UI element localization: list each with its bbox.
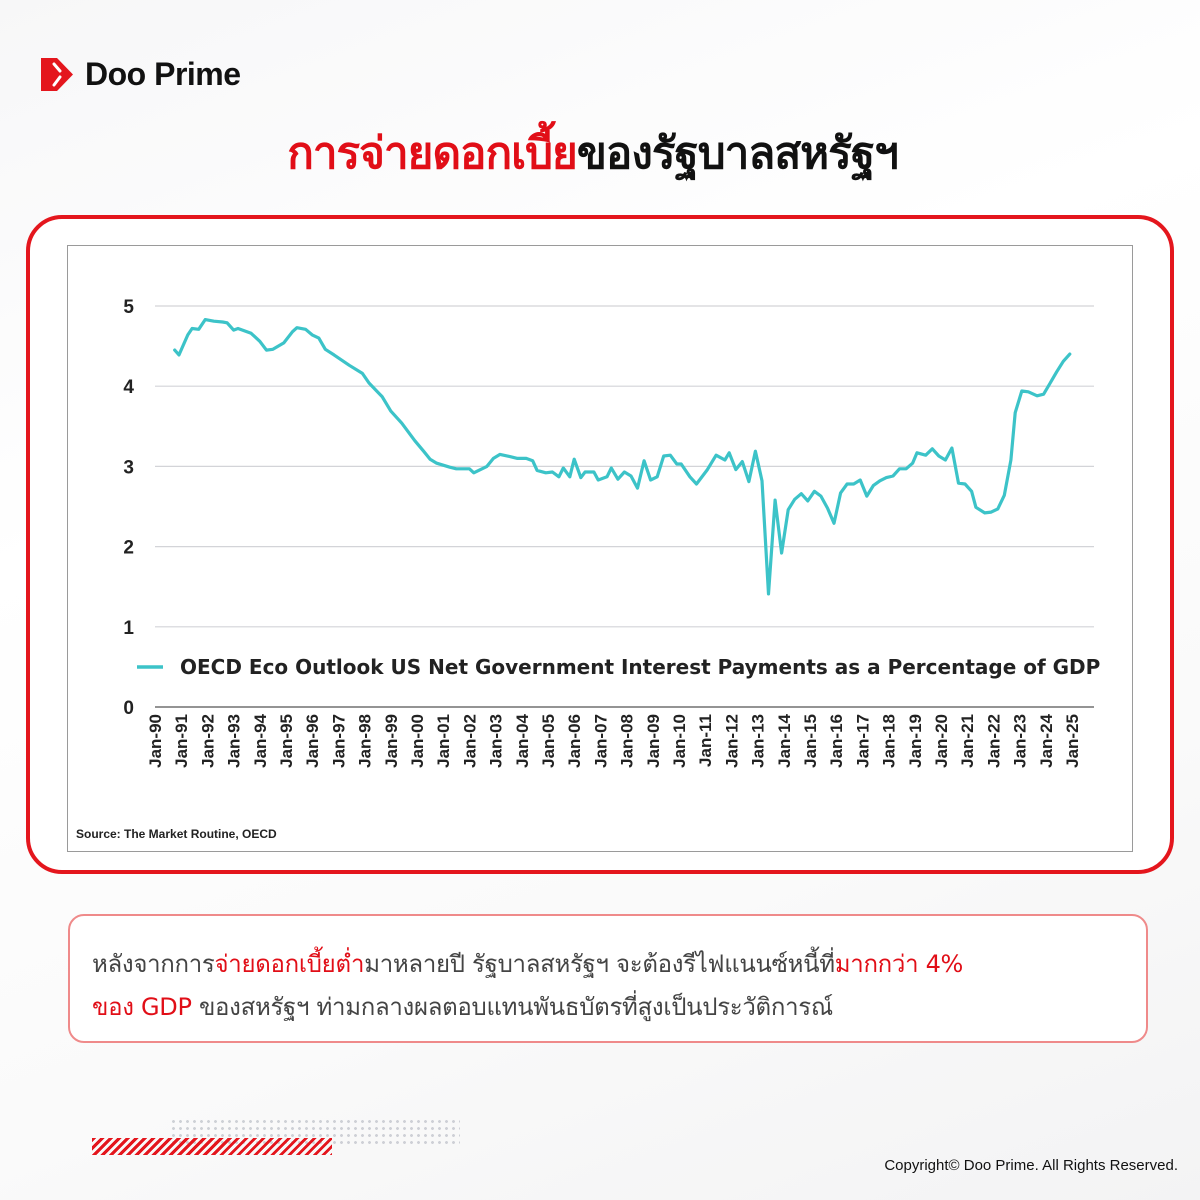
caption-highlight: มากกว่า 4% (834, 950, 964, 978)
y-tick-label: 3 (123, 457, 134, 478)
x-tick-label: Jan-22 (984, 714, 1003, 768)
x-tick-label: Jan-13 (749, 714, 768, 768)
legend-label: OECD Eco Outlook US Net Government Inter… (180, 655, 1100, 679)
x-tick-label: Jan-00 (408, 714, 427, 768)
x-tick-label: Jan-11 (696, 714, 715, 767)
x-tick-label: Jan-97 (329, 714, 348, 768)
x-tick-label: Jan-19 (906, 714, 925, 768)
x-tick-label: Jan-01 (434, 714, 453, 768)
x-tick-label: Jan-16 (827, 714, 846, 768)
x-tick-label: Jan-02 (460, 714, 479, 768)
x-tick-label: Jan-95 (277, 714, 296, 768)
x-tick-label: Jan-90 (146, 714, 165, 768)
doo-prime-logo-icon (41, 58, 73, 91)
caption-text: หลังจากการ (92, 950, 215, 978)
x-tick-label: Jan-15 (801, 714, 820, 768)
decorative-hatch-bar (92, 1138, 332, 1155)
x-tick-label: Jan-96 (303, 714, 322, 768)
x-tick-label: Jan-99 (382, 714, 401, 768)
brand-name: Doo Prime (85, 56, 241, 92)
y-tick-label: 5 (123, 297, 134, 318)
x-tick-label: Jan-20 (932, 714, 951, 768)
y-tick-label: 4 (123, 377, 134, 398)
x-tick-label: Jan-21 (958, 714, 977, 768)
x-tick-label: Jan-07 (591, 714, 610, 768)
x-tick-label: Jan-24 (1037, 713, 1056, 767)
chart-container (67, 245, 1133, 852)
x-tick-label: Jan-94 (251, 713, 270, 767)
page-title: การจ่ายดอกเบี้ยของรัฐบาลสหรัฐฯ (0, 118, 1185, 188)
x-tick-label: Jan-08 (618, 714, 637, 768)
caption-line-1: หลังจากการจ่ายดอกเบี้ยต่ำมาหลายปี รัฐบาล… (92, 944, 963, 983)
x-tick-label: Jan-12 (722, 714, 741, 768)
caption-text: มาหลายปี รัฐบาลสหรัฐฯ จะต้องรีไฟแนนซ์หนี… (364, 950, 835, 978)
chart-source: Source: The Market Routine, OECD (76, 827, 277, 841)
title-black-part: ของรัฐบาลสหรัฐฯ (576, 128, 899, 179)
y-tick-label: 2 (123, 538, 134, 559)
x-tick-label: Jan-93 (225, 714, 244, 768)
caption-highlight: จ่ายดอกเบี้ยต่ำ (214, 950, 365, 978)
x-tick-label: Jan-10 (670, 714, 689, 768)
caption-highlight: ของ GDP (92, 993, 192, 1021)
x-tick-label: Jan-04 (513, 713, 532, 767)
x-tick-label: Jan-05 (539, 714, 558, 768)
y-tick-label: 1 (123, 618, 134, 639)
x-tick-label: Jan-92 (198, 714, 217, 768)
line-chart: 0 1 2 3 4 5 Jan-90 Jan-91 Jan-92 Jan-93 Jan-94 Jan-… (123, 297, 1100, 768)
x-tick-label: Jan-18 (880, 714, 899, 768)
x-tick-label: Jan-14 (775, 713, 794, 767)
x-tick-label: Jan-23 (1011, 714, 1030, 768)
x-tick-label: Jan-03 (487, 714, 506, 768)
x-tick-label: Jan-98 (356, 714, 375, 768)
x-tick-label: Jan-06 (565, 714, 584, 768)
caption-line-2: ของ GDP ของสหรัฐฯ ท่ามกลางผลตอบแทนพันธบั… (92, 987, 833, 1026)
copyright: Copyright© Doo Prime. All Rights Reserve… (884, 1157, 1178, 1174)
brand-logo: Doo Prime (41, 56, 241, 93)
x-tick-label: Jan-09 (644, 714, 663, 768)
caption-box: หลังจากการจ่ายดอกเบี้ยต่ำมาหลายปี รัฐบาล… (68, 914, 1148, 1043)
series-line (173, 318, 1072, 596)
x-tick-label: Jan-17 (853, 714, 872, 768)
x-tick-label: Jan-91 (172, 714, 191, 768)
x-tick-label: Jan-25 (1063, 714, 1082, 768)
y-tick-label: 0 (123, 698, 134, 719)
title-red-part: การจ่ายดอกเบี้ย (287, 128, 578, 179)
caption-text: ของสหรัฐฯ ท่ามกลางผลตอบแทนพันธบัตรที่สูง… (191, 993, 833, 1021)
